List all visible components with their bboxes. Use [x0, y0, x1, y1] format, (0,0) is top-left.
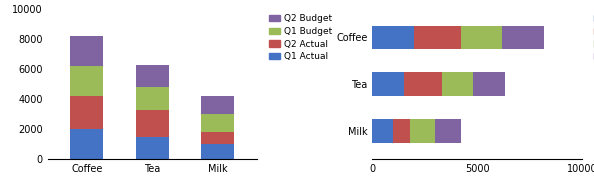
Bar: [71, 36, 103, 66]
Bar: [473, 73, 504, 96]
Bar: [201, 96, 234, 114]
Bar: [136, 87, 169, 110]
Bar: [201, 114, 234, 132]
Bar: [201, 144, 234, 159]
Bar: [410, 119, 435, 142]
Bar: [136, 137, 169, 159]
Bar: [442, 73, 473, 96]
Bar: [71, 129, 103, 159]
Bar: [71, 96, 103, 129]
Bar: [372, 119, 393, 142]
Bar: [201, 132, 234, 144]
Bar: [136, 65, 169, 87]
Bar: [404, 73, 442, 96]
Legend: Q1 Actual, Q2 Actual, Q1 Budget, Q2 Budget: Q1 Actual, Q2 Actual, Q1 Budget, Q2 Budg…: [591, 11, 594, 65]
Bar: [372, 73, 404, 96]
Bar: [503, 26, 544, 49]
Bar: [372, 26, 415, 49]
Legend: Q2 Budget, Q1 Budget, Q2 Actual, Q1 Actual: Q2 Budget, Q1 Budget, Q2 Actual, Q1 Actu…: [266, 11, 336, 65]
Bar: [71, 66, 103, 96]
Bar: [393, 119, 410, 142]
Bar: [136, 110, 169, 137]
Bar: [435, 119, 460, 142]
Bar: [415, 26, 460, 49]
Bar: [460, 26, 503, 49]
